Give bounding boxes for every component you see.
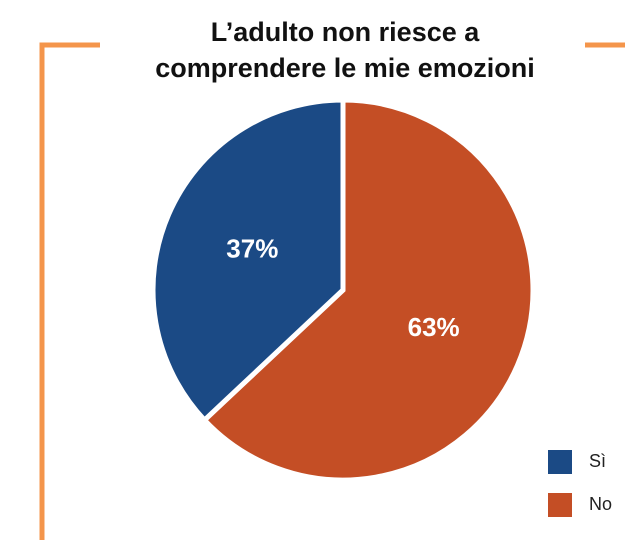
legend-swatch — [548, 450, 572, 474]
pie: 63% 37% — [150, 97, 536, 483]
chart-title-line: L’adulto non riesce a — [211, 17, 481, 47]
legend-label: Sì — [589, 451, 606, 471]
frame-bracket — [39, 42, 625, 540]
chart-title-line: comprendere le mie emozioni — [155, 53, 535, 83]
slice-label: 63% — [408, 312, 460, 342]
legend-label: No — [589, 494, 612, 514]
slice-label: 37% — [226, 234, 278, 264]
legend: Sì No — [548, 450, 612, 517]
pie-slice — [200, 97, 536, 483]
legend-swatch — [548, 493, 572, 517]
bracket-left — [39, 42, 100, 540]
pie-slice — [150, 97, 346, 424]
